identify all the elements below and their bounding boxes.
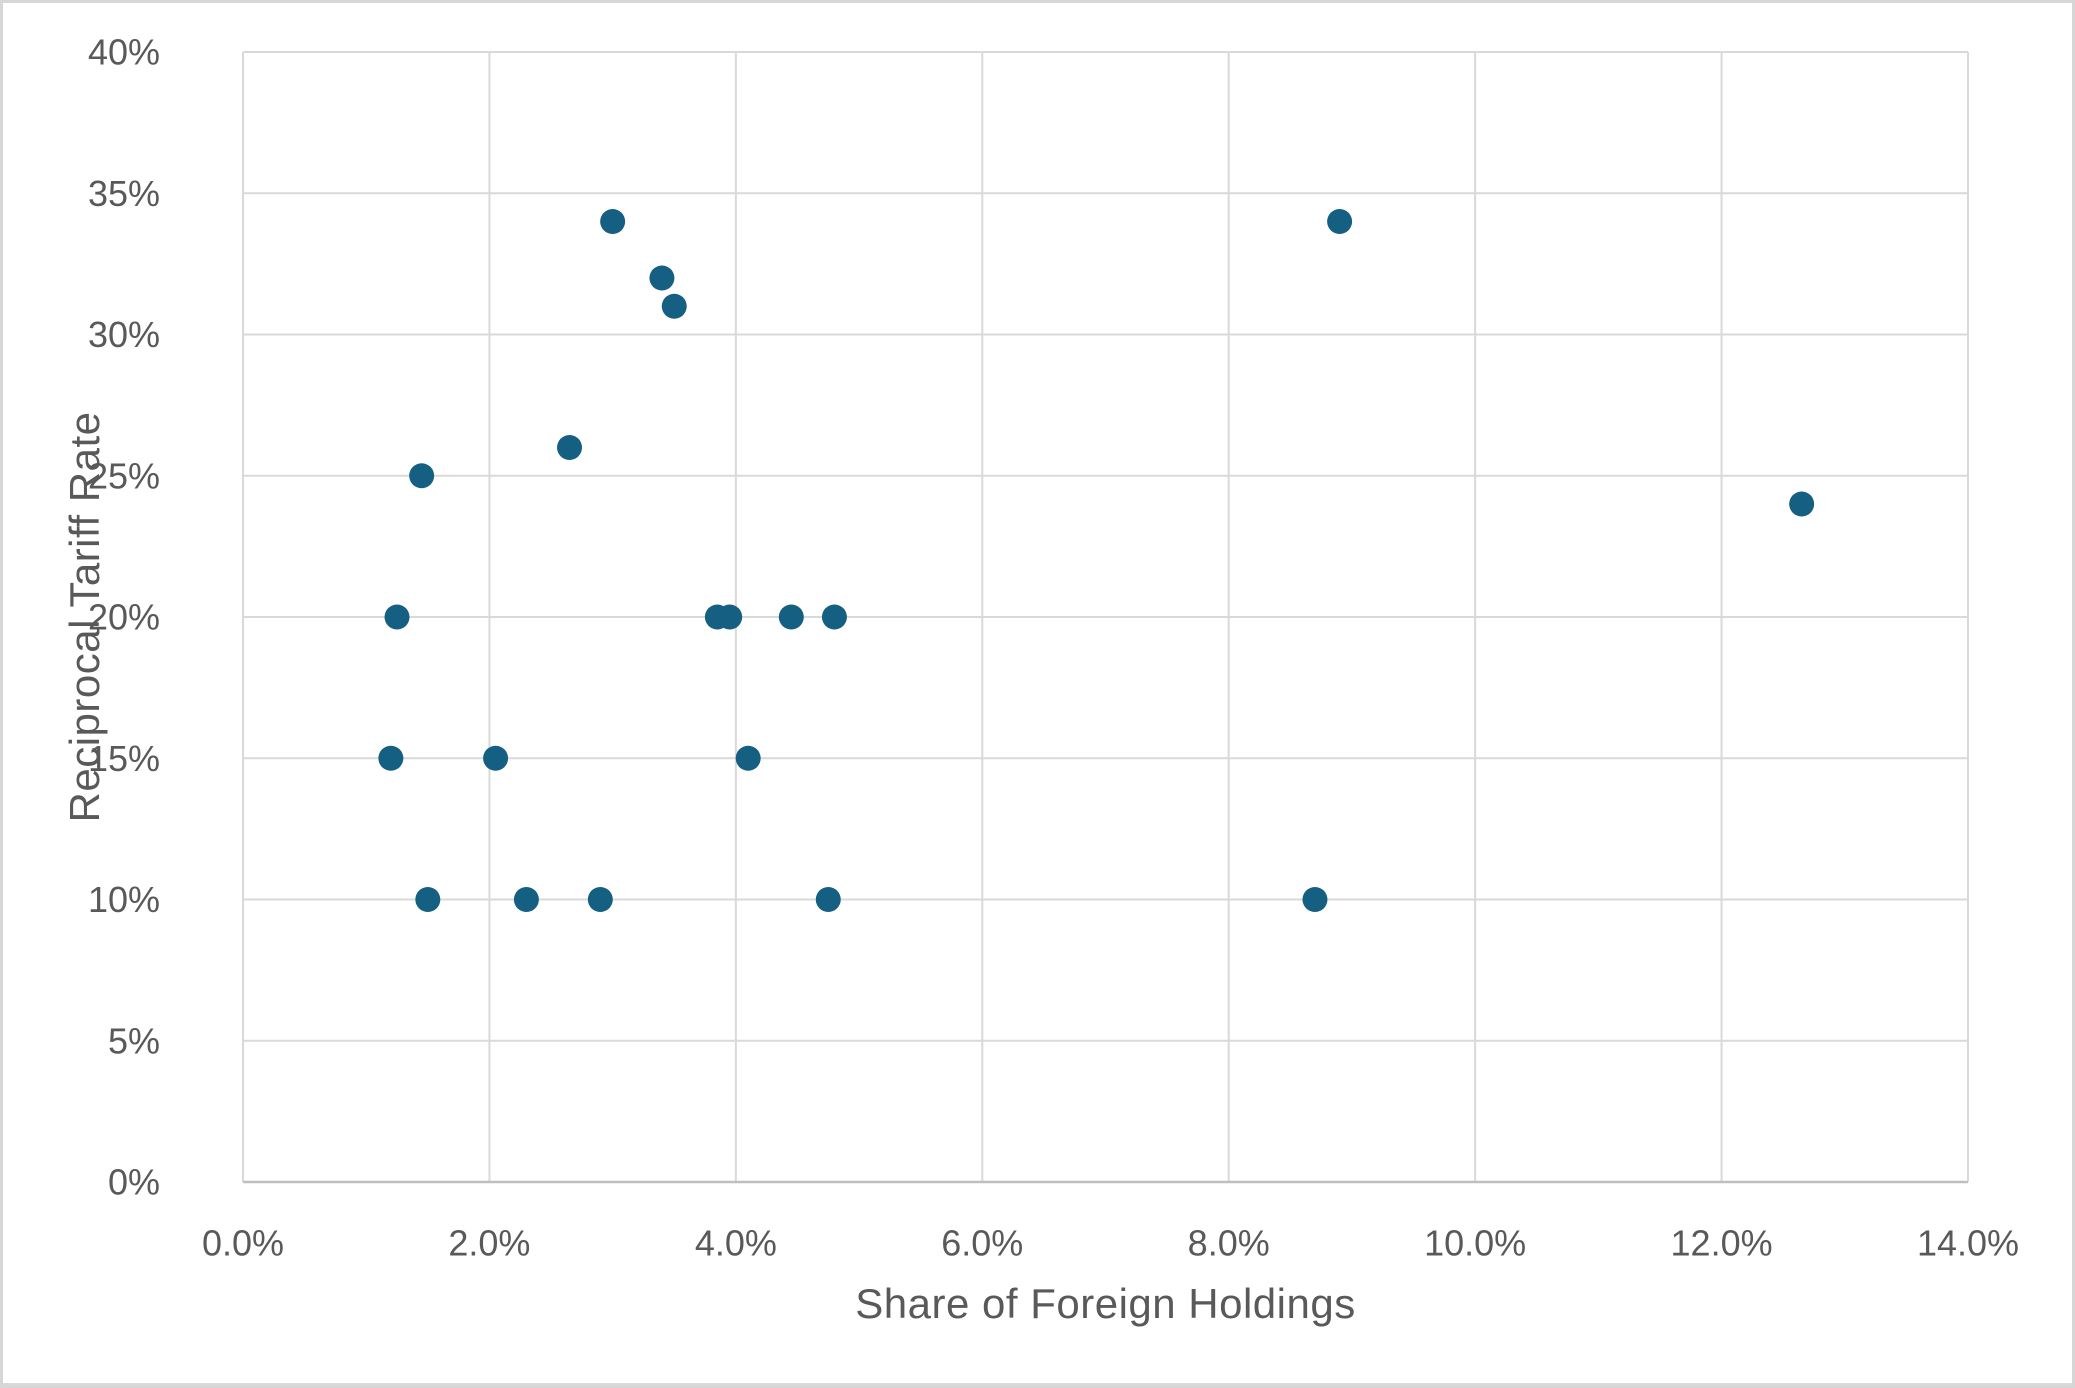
data-point [649, 265, 675, 291]
data-point [735, 745, 761, 771]
y-tick-label: 5% [108, 1020, 160, 1061]
x-axis-title: Share of Foreign Holdings [855, 1280, 1356, 1327]
y-tick-label: 10% [88, 879, 160, 920]
data-point [1789, 491, 1815, 517]
x-tick-label: 6.0% [941, 1223, 1023, 1264]
data-point [600, 209, 626, 234]
x-tick-label: 14.0% [1917, 1223, 2019, 1264]
data-point [409, 463, 435, 489]
data-point [821, 604, 847, 630]
data-point [483, 745, 509, 771]
x-tick-label: 10.0% [1424, 1223, 1526, 1264]
data-point [1327, 209, 1353, 234]
data-point [415, 887, 441, 912]
data-point [557, 435, 583, 460]
x-tick-label: 0.0% [202, 1223, 284, 1264]
data-point [587, 887, 613, 912]
data-point [513, 887, 539, 912]
y-tick-label: 35% [88, 173, 160, 214]
y-tick-label: 25% [88, 455, 160, 496]
y-tick-label: 30% [88, 314, 160, 355]
data-point [384, 604, 410, 630]
data-point [717, 604, 743, 630]
x-tick-label: 4.0% [695, 1223, 777, 1264]
x-tick-label: 2.0% [448, 1223, 530, 1264]
data-point [815, 887, 841, 912]
data-point [1302, 887, 1328, 912]
y-tick-label: 40% [88, 32, 160, 73]
y-axis-title: Reciprocal Tariff Rate [61, 411, 108, 823]
data-point [778, 604, 804, 630]
y-tick-label: 15% [88, 738, 160, 779]
data-point [378, 745, 404, 771]
x-tick-label: 8.0% [1188, 1223, 1270, 1264]
y-tick-label: 20% [88, 597, 160, 638]
y-tick-label: 0% [108, 1162, 160, 1203]
data-point [661, 293, 687, 319]
x-tick-label: 12.0% [1671, 1223, 1773, 1264]
